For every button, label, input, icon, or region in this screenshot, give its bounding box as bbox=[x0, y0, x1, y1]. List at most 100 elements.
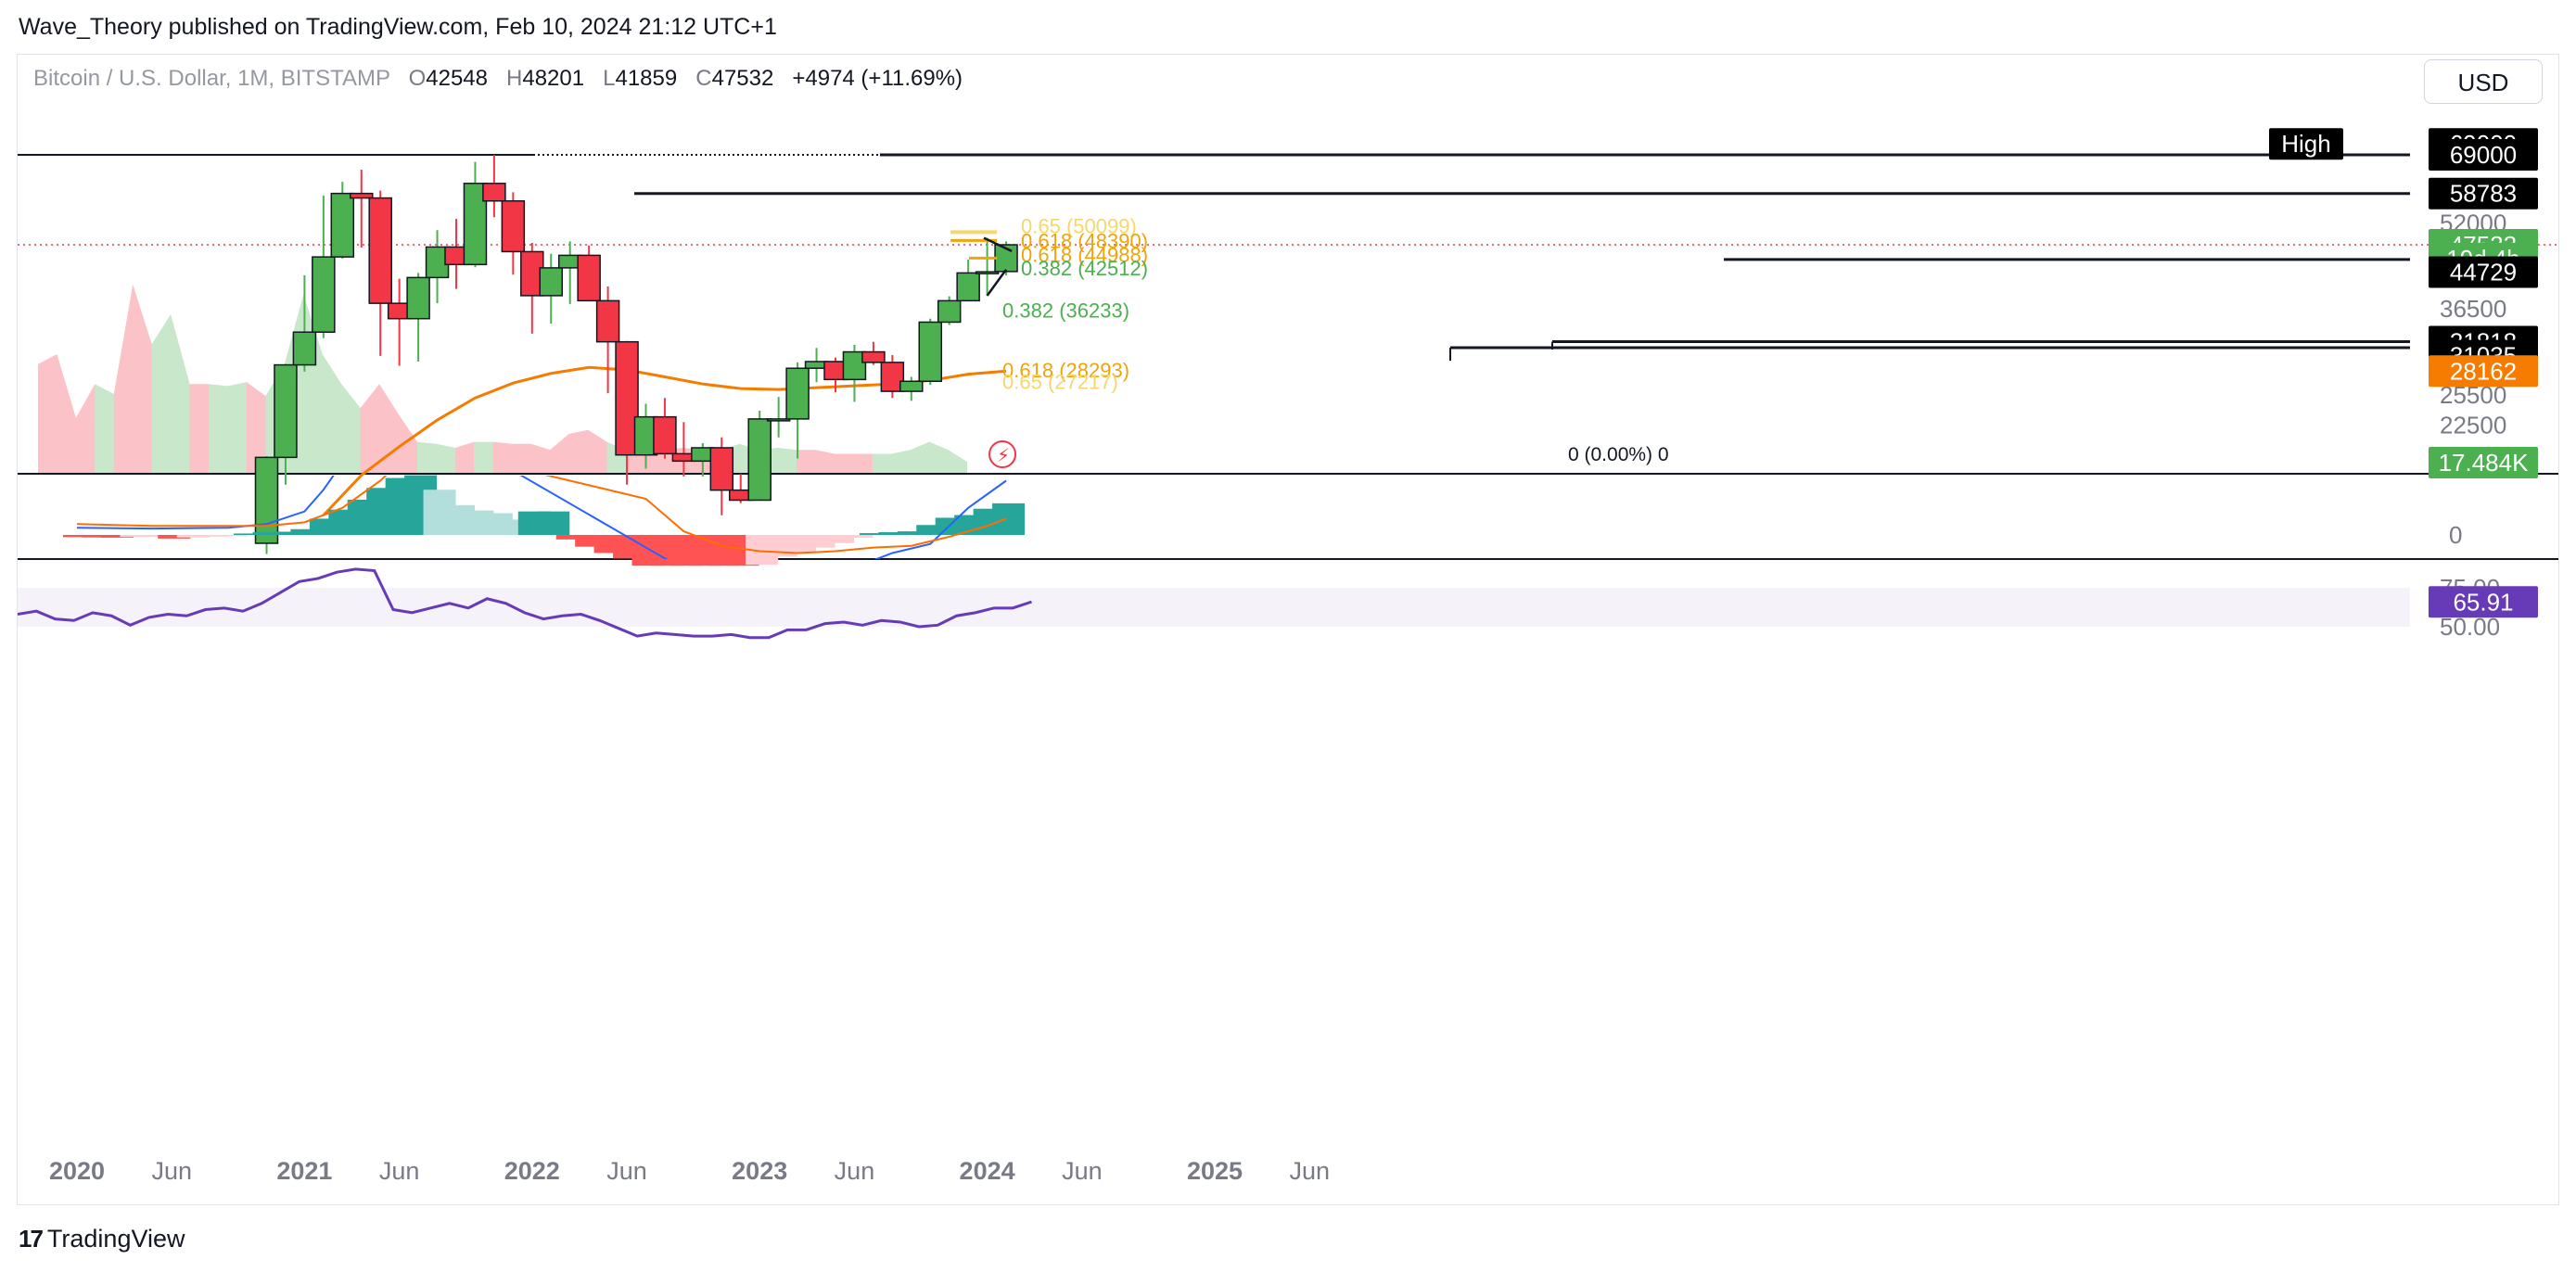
candle[interactable] bbox=[350, 169, 374, 248]
macd-signal-line bbox=[76, 476, 1007, 554]
volume-area-segment bbox=[815, 450, 835, 474]
candle-body bbox=[312, 256, 336, 333]
candle[interactable] bbox=[577, 245, 601, 302]
candle-body bbox=[330, 192, 355, 258]
symbol-name[interactable]: Bitcoin / U.S. Dollar, 1M, BITSTAMP bbox=[33, 66, 390, 91]
macd-histogram-bar bbox=[555, 535, 589, 540]
candle[interactable] bbox=[482, 155, 506, 218]
volume-area-segment bbox=[474, 441, 493, 474]
volume-area-segment bbox=[568, 429, 589, 474]
support-44729-tag-bg bbox=[2429, 256, 2538, 288]
high-line-tag-text: 69000 bbox=[2450, 141, 2517, 169]
macd-histogram-bar bbox=[214, 535, 248, 537]
volume-area-segment bbox=[417, 441, 437, 474]
macd-histogram-bar bbox=[100, 535, 134, 538]
chart-canvas[interactable]: 0.65 (50099)0.618 (48390)0.618 (44988)0.… bbox=[18, 55, 2559, 1205]
volume-overlay-label: 0 (0.00%) 0 bbox=[1568, 444, 1669, 465]
candle[interactable] bbox=[312, 195, 336, 338]
high-line-tag-bg bbox=[2429, 139, 2538, 171]
time-axis-label: 2025 bbox=[1187, 1157, 1243, 1185]
macd-pane[interactable] bbox=[63, 394, 1026, 588]
candle[interactable] bbox=[747, 411, 772, 502]
candle-body bbox=[956, 272, 980, 302]
change-value: +4974 (+11.69%) bbox=[792, 66, 963, 91]
candle[interactable] bbox=[330, 182, 355, 259]
support-44729-tag-text: 44729 bbox=[2450, 258, 2517, 286]
volume-area-segment bbox=[151, 314, 172, 474]
alert-flash-glyph: ⚡ bbox=[997, 446, 1010, 466]
chart-frame[interactable]: 0.65 (50099) 0.618 (48390) 0.618 (44988) 0.… bbox=[17, 54, 2559, 1205]
candle[interactable] bbox=[292, 274, 317, 372]
time-axis-label: Jun bbox=[379, 1157, 420, 1185]
candle-body bbox=[406, 276, 430, 320]
candle-body bbox=[937, 299, 962, 324]
macd-histogram-bar bbox=[82, 535, 115, 538]
volume-area-segment bbox=[113, 284, 134, 474]
candle-body bbox=[595, 299, 620, 343]
candle[interactable] bbox=[899, 376, 924, 401]
candle-body bbox=[254, 456, 279, 544]
macd-histogram-bar bbox=[196, 535, 229, 537]
candle[interactable] bbox=[956, 260, 980, 302]
candle[interactable] bbox=[557, 241, 582, 304]
volume-area-segment bbox=[398, 413, 417, 474]
candle-body bbox=[747, 418, 772, 502]
volume-area-segment bbox=[189, 384, 210, 474]
rsi-pane[interactable] bbox=[18, 567, 2410, 640]
time-axis-label: 2023 bbox=[732, 1157, 787, 1185]
candle[interactable] bbox=[539, 253, 563, 324]
candle[interactable] bbox=[595, 286, 620, 394]
candle[interactable] bbox=[368, 190, 392, 356]
candle[interactable] bbox=[861, 341, 886, 365]
candle[interactable] bbox=[823, 357, 848, 393]
currency-button[interactable]: USD bbox=[2424, 59, 2543, 104]
candle[interactable] bbox=[254, 456, 279, 554]
candle[interactable] bbox=[785, 362, 810, 459]
high-label-tag: High bbox=[2269, 128, 2343, 160]
volume-area-segment bbox=[910, 441, 930, 474]
close-value: 47532 bbox=[711, 66, 774, 91]
volume-area-segment bbox=[246, 382, 266, 474]
resistance-58783-tag-bg bbox=[2429, 177, 2538, 210]
candle[interactable] bbox=[501, 192, 526, 275]
candle[interactable] bbox=[653, 398, 677, 459]
volume-area-segment bbox=[454, 441, 475, 474]
volume-area-segment bbox=[227, 382, 247, 474]
volume-area-segment bbox=[797, 450, 816, 474]
volume-area-segment bbox=[512, 443, 531, 474]
candles-layer[interactable] bbox=[254, 155, 1018, 554]
candle[interactable] bbox=[937, 296, 962, 325]
high-value: 48201 bbox=[522, 66, 585, 91]
candle-body bbox=[918, 321, 942, 383]
fib-0618-bottom: 0.618 (28293) bbox=[1002, 359, 1129, 382]
candle[interactable] bbox=[406, 273, 430, 362]
macd-histogram-bar bbox=[120, 535, 153, 538]
candle[interactable] bbox=[918, 318, 942, 386]
resistance-58783-tag: 58783 bbox=[2429, 177, 2538, 210]
wave-line bbox=[983, 236, 1013, 252]
volume-area-segment bbox=[322, 354, 342, 474]
publisher-text: Wave_Theory published on TradingView.com… bbox=[19, 14, 777, 40]
fib-0382-mid: 0.382 (42512) bbox=[1021, 257, 1148, 280]
footer-brand[interactable]: 17 TradingView bbox=[19, 1220, 185, 1257]
candle-body bbox=[368, 197, 392, 304]
fib-065-top: 0.65 (50099) bbox=[1021, 215, 1137, 238]
volume-area-segment bbox=[75, 384, 96, 474]
candle[interactable] bbox=[444, 219, 468, 289]
macd-lines bbox=[76, 476, 1007, 559]
candle[interactable] bbox=[766, 397, 791, 438]
candle[interactable] bbox=[709, 437, 734, 515]
macd-histogram-bar bbox=[916, 525, 950, 535]
close-label: C bbox=[695, 66, 712, 91]
volume-area-segment bbox=[853, 453, 873, 474]
time-axis-label: Jun bbox=[1289, 1157, 1330, 1185]
volume-area-segment bbox=[644, 450, 664, 474]
fib-0382-low: 0.382 (36233) bbox=[1002, 299, 1129, 323]
candle[interactable] bbox=[463, 161, 488, 268]
macd-histogram-bar bbox=[138, 535, 172, 537]
macd-histogram-bar bbox=[234, 533, 267, 535]
candle[interactable] bbox=[274, 363, 298, 485]
candle[interactable] bbox=[975, 237, 1000, 296]
volume-area-segment bbox=[209, 384, 228, 474]
volume-area-segment bbox=[872, 453, 892, 474]
